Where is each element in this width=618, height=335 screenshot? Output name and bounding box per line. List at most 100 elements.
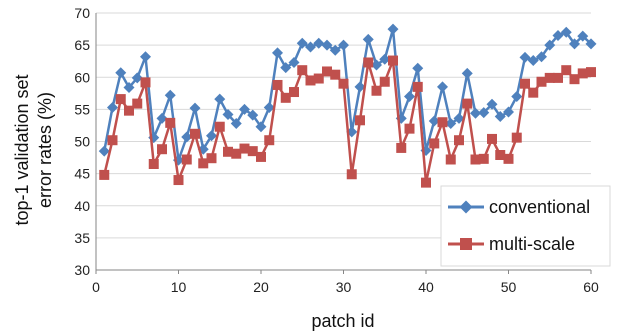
data-point-multi-scale (322, 66, 332, 77)
data-point-multi-scale (437, 117, 448, 128)
axes (95, 13, 592, 274)
data-point-conventional (486, 98, 498, 110)
data-point-multi-scale (586, 67, 596, 78)
data-point-multi-scale (124, 105, 134, 116)
x-axis-title: patch id (311, 311, 374, 331)
data-point-multi-scale (140, 77, 151, 88)
data-point-conventional (305, 41, 316, 53)
legend: conventional multi-scale (440, 185, 611, 267)
data-point-multi-scale (206, 153, 217, 164)
y-tick-labels: 30 35 40 45 50 55 60 65 70 (74, 5, 90, 278)
data-point-conventional (404, 91, 415, 103)
data-point-conventional (181, 131, 193, 143)
data-point-conventional (560, 26, 572, 38)
data-point-conventional (536, 51, 547, 63)
data-point-conventional (461, 67, 473, 79)
data-point-multi-scale (355, 115, 365, 126)
data-point-multi-scale (198, 158, 209, 169)
data-point-conventional (98, 145, 110, 157)
data-point-multi-scale (379, 76, 390, 87)
data-point-multi-scale (561, 65, 572, 76)
data-point-conventional (140, 51, 151, 63)
x-tick-label: 50 (501, 279, 517, 295)
x-tick-label: 30 (336, 279, 352, 295)
data-point-multi-scale (338, 78, 349, 89)
legend-label-conventional: conventional (489, 197, 590, 217)
data-point-multi-scale (478, 153, 489, 164)
data-point-multi-scale (363, 57, 374, 68)
data-point-conventional (503, 106, 514, 118)
data-point-conventional (222, 109, 234, 121)
data-point-conventional (585, 38, 597, 50)
data-point-multi-scale (115, 94, 126, 105)
data-point-conventional (263, 101, 275, 113)
data-point-conventional (115, 67, 127, 79)
legend-entry-multi-scale: multi-scale (448, 234, 575, 254)
legend-box (440, 185, 611, 267)
data-point-multi-scale (388, 55, 398, 66)
data-point-multi-scale (470, 154, 481, 165)
data-point-conventional (338, 39, 349, 51)
data-point-conventional (156, 112, 168, 124)
y-axis-title-line-1: top-1 validation set (12, 74, 32, 225)
data-point-multi-scale (313, 73, 324, 84)
series-layer (98, 23, 597, 188)
data-point-conventional (206, 130, 217, 142)
y-tick-label: 30 (74, 262, 90, 278)
data-point-multi-scale (181, 154, 192, 165)
y-tick-label: 55 (74, 101, 90, 117)
data-point-conventional (354, 81, 366, 93)
data-point-conventional (437, 81, 448, 93)
data-point-multi-scale (239, 143, 250, 154)
y-tick-label: 45 (74, 166, 90, 182)
data-point-conventional (387, 23, 399, 35)
data-point-multi-scale (511, 132, 522, 143)
y-tick-label: 35 (74, 230, 90, 246)
data-point-conventional (288, 56, 300, 68)
data-point-multi-scale (520, 78, 530, 89)
data-point-conventional (321, 39, 333, 51)
data-point-multi-scale (412, 81, 423, 92)
data-point-multi-scale (107, 135, 118, 146)
data-point-conventional (453, 112, 465, 124)
data-point-conventional (569, 38, 580, 50)
data-point-multi-scale (421, 177, 431, 188)
y-tick-label: 70 (74, 5, 90, 21)
data-point-conventional (107, 101, 118, 113)
data-point-conventional (230, 118, 242, 130)
data-point-multi-scale (173, 175, 184, 186)
data-point-multi-scale (429, 138, 440, 149)
data-point-multi-scale (462, 98, 473, 109)
data-point-conventional (577, 30, 589, 42)
data-point-conventional (544, 39, 556, 51)
data-point-conventional (412, 62, 424, 74)
data-point-conventional (131, 72, 143, 84)
data-point-multi-scale (256, 151, 266, 162)
y-tick-label: 40 (74, 198, 90, 214)
legend-marker-multi-scale (460, 238, 472, 250)
data-point-multi-scale (495, 149, 506, 160)
data-point-multi-scale (280, 92, 291, 103)
data-point-conventional (362, 33, 374, 45)
x-tick-label: 10 (171, 279, 187, 295)
data-point-multi-scale (528, 87, 539, 98)
data-point-conventional (494, 110, 506, 122)
data-point-conventional (255, 121, 267, 133)
data-point-conventional (272, 47, 283, 59)
legend-entry-conventional: conventional (448, 197, 590, 217)
data-point-conventional (296, 37, 308, 49)
data-point-multi-scale (297, 65, 308, 76)
legend-marker-conventional (459, 200, 473, 214)
data-point-conventional (552, 29, 564, 41)
data-point-multi-scale (544, 72, 555, 83)
data-point-conventional (280, 62, 292, 74)
data-point-multi-scale (536, 76, 547, 87)
data-point-multi-scale (148, 158, 159, 169)
data-point-multi-scale (223, 146, 233, 157)
data-point-conventional (470, 107, 481, 119)
data-point-multi-scale (569, 74, 580, 85)
data-point-conventional (527, 55, 539, 67)
data-point-multi-scale (371, 85, 382, 96)
data-point-conventional (478, 107, 490, 119)
x-tick-label: 0 (92, 279, 100, 295)
